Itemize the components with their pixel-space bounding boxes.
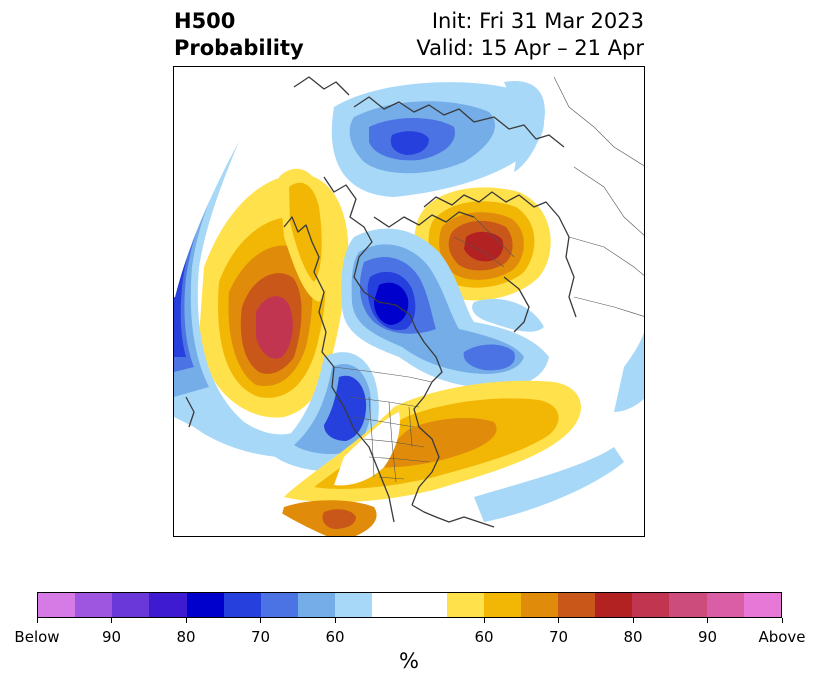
colorbar-tick-mark (260, 618, 261, 623)
colorbar-segment (372, 593, 410, 617)
borders (333, 76, 644, 483)
colorbar-tick-label: 60 (474, 628, 494, 646)
title-right: Init: Fri 31 Mar 2023 Valid: 15 Apr – 21… (416, 8, 644, 62)
colorbar-tick-mark (36, 618, 38, 623)
contour-white-us (334, 412, 400, 486)
colorbar-tick-label: 90 (697, 628, 718, 646)
colorbar-segment (483, 593, 521, 617)
colorbar-tick-label: 80 (623, 628, 643, 646)
title-variable: H500 (174, 9, 236, 33)
colorbar-segment (260, 593, 298, 617)
contour-rose-west (256, 296, 293, 359)
colorbar-tick-mark (334, 618, 336, 623)
contour-red-south (322, 509, 356, 529)
contour-blue-dark-arctic (390, 131, 429, 155)
colorbar-segment (743, 593, 781, 617)
colorbar-tick-label: 70 (548, 628, 569, 646)
colorbar-segment (409, 593, 447, 617)
colorbar-tick-mark (185, 618, 187, 623)
contour-blue-light-east-band (472, 298, 544, 332)
colorbar-segment (595, 593, 633, 617)
colorbar-tick-label: Above (758, 628, 806, 646)
colorbar-segment (669, 593, 707, 617)
title-init: Init: Fri 31 Mar 2023 (431, 9, 644, 33)
colorbar-segment (112, 593, 150, 617)
colorbar-tick-label: 90 (101, 628, 122, 646)
map-panel (173, 66, 645, 537)
colorbar-segment (632, 593, 670, 617)
colorbar-tick-mark (781, 618, 783, 623)
colorbar-tick-mark (707, 618, 708, 623)
colorbar-segment (149, 593, 187, 617)
probability-map (174, 67, 644, 536)
colorbar-tick-label: 60 (325, 628, 345, 646)
colorbar-segment (186, 593, 224, 617)
colorbar-segment (446, 593, 484, 617)
colorbar-tick-label: 80 (176, 628, 196, 646)
contour-blue-med-east (463, 344, 515, 371)
contour-blue-light-se (614, 322, 644, 412)
contour-gold-nw (289, 182, 322, 282)
title-valid: Valid: 15 Apr – 21 Apr (416, 36, 644, 60)
colorbar-segment (557, 593, 596, 617)
colorbar-segment (520, 593, 558, 617)
colorbar-segment (223, 593, 261, 617)
contour-blue-light-south (474, 447, 624, 522)
colorbar-tick-mark (632, 618, 634, 623)
globe-edge (174, 67, 280, 298)
contour-red-siberia (464, 231, 504, 262)
colorbar-segment (297, 593, 336, 617)
colorbar (37, 592, 782, 618)
colorbar-unit-label: % (399, 649, 419, 673)
colorbar-segment (38, 593, 76, 617)
title-left: H500 Probability (174, 8, 304, 62)
colorbar-segment (75, 593, 113, 617)
colorbar-tick-label: Below (14, 628, 60, 646)
colorbar-tick-mark (483, 618, 485, 623)
colorbar-tick-label: 70 (250, 628, 271, 646)
coastlines (185, 76, 577, 528)
colorbar-segment (706, 593, 744, 617)
title-kind: Probability (174, 36, 304, 60)
colorbar-segment (335, 593, 373, 617)
colorbar-tick-mark (558, 618, 559, 623)
contour-orange-east-us (374, 417, 497, 468)
colorbar-tick-mark (111, 618, 112, 623)
